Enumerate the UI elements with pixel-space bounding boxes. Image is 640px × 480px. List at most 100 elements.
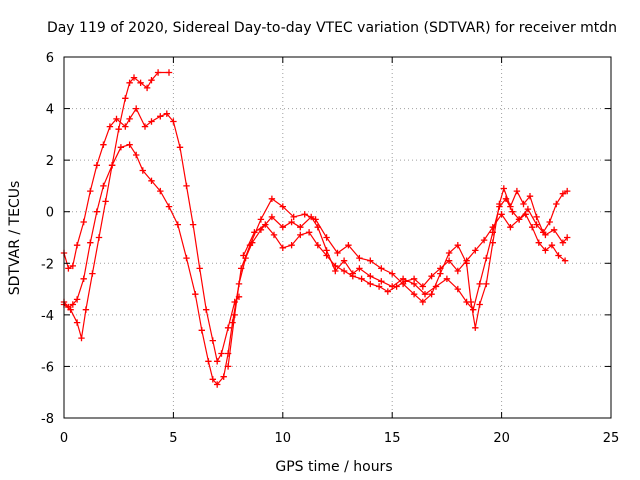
data-point-marker [533, 221, 540, 228]
data-point-marker [279, 244, 286, 251]
data-point-marker [489, 224, 496, 231]
data-point-marker [367, 257, 374, 264]
data-point-marker [113, 115, 120, 123]
data-point-marker [334, 249, 341, 257]
data-point-marker [559, 239, 567, 246]
data-point-marker [496, 200, 503, 208]
series-track-3 [60, 141, 569, 388]
data-point-marker [205, 358, 212, 365]
data-point-marker [73, 319, 81, 326]
data-point-marker [115, 126, 122, 133]
data-point-marker [375, 283, 383, 290]
data-point-marker [314, 242, 321, 249]
data-point-marker [106, 123, 114, 130]
series-line [227, 186, 568, 367]
data-point-marker [509, 208, 516, 215]
data-point-marker [535, 239, 542, 246]
data-point-marker [133, 105, 140, 112]
data-point-marker [445, 249, 453, 257]
data-point-marker [141, 123, 149, 130]
x-tick-label: 0 [60, 431, 68, 446]
data-point-marker [133, 151, 140, 159]
y-tick-label: -4 [41, 309, 54, 324]
data-point-marker [80, 218, 87, 226]
data-point-marker [454, 267, 461, 275]
data-point-marker [122, 95, 129, 102]
data-point-marker [483, 280, 490, 288]
series-track-4 [224, 185, 571, 370]
data-point-marker [95, 234, 103, 241]
chart-title: Day 119 of 2020, Sidereal Day-to-day VTE… [47, 20, 617, 36]
series-line [63, 107, 240, 364]
data-point-marker [513, 187, 521, 195]
data-point-marker [262, 221, 269, 228]
data-point-marker [157, 187, 164, 195]
data-point-marker [445, 257, 453, 264]
data-point-marker [268, 213, 276, 221]
data-point-marker [402, 278, 409, 285]
data-point-marker [209, 376, 216, 383]
data-point-marker [229, 319, 236, 326]
data-point-marker [546, 218, 553, 226]
data-point-marker [290, 213, 297, 221]
data-point-marker [472, 324, 479, 331]
data-point-marker [297, 231, 304, 239]
data-point-marker [345, 242, 352, 249]
data-point-marker [126, 115, 133, 123]
data-point-marker [524, 205, 532, 213]
data-point-marker [270, 231, 278, 239]
data-point-marker [65, 303, 72, 311]
data-point-marker [356, 254, 363, 262]
data-point-marker [340, 257, 348, 264]
axis-ticks: 0 5 10 15 20 25 -8 -6 -4 -2 0 2 4 6 [41, 51, 619, 446]
series-track-2 [60, 105, 243, 365]
data-point-marker [526, 193, 534, 200]
data-point-marker [117, 144, 125, 151]
data-point-marker [279, 203, 286, 210]
data-point-marker [367, 273, 374, 280]
data-point-marker [378, 278, 385, 285]
data-point-marker [87, 187, 94, 195]
data-point-marker [154, 69, 162, 76]
x-tick-label: 25 [603, 431, 620, 446]
data-point-marker [428, 291, 435, 298]
data-point-marker [73, 296, 81, 303]
x-tick-label: 15 [384, 431, 401, 446]
data-point-marker [183, 182, 190, 190]
data-point-marker [148, 77, 155, 84]
data-point-marker [148, 177, 155, 184]
data-point-marker [476, 301, 483, 308]
data-point-marker [507, 224, 514, 231]
data-point-marker [174, 221, 181, 228]
data-point-marker [163, 110, 170, 117]
data-point-marker [78, 334, 85, 342]
data-point-marker [203, 306, 210, 313]
data-point-marker [65, 265, 72, 272]
data-point-marker [220, 373, 227, 380]
y-tick-label: 0 [46, 206, 54, 221]
data-point-marker [553, 200, 560, 208]
data-point-marker [561, 257, 569, 264]
data-point-marker [529, 224, 536, 231]
data-point-marker [542, 247, 549, 254]
data-point-marker [214, 358, 221, 365]
data-point-marker [323, 252, 330, 259]
data-point-marker [489, 239, 496, 246]
y-tick-label: -6 [41, 360, 54, 375]
data-point-marker [564, 187, 571, 195]
series-layer [60, 69, 571, 388]
x-axis-title: GPS time / hours [275, 459, 392, 475]
data-point-marker [340, 267, 348, 275]
data-point-marker [240, 252, 247, 259]
y-axis-title: SDTVAR / TECUs [7, 181, 23, 296]
data-point-marker [297, 224, 304, 231]
data-point-marker [555, 252, 562, 259]
data-point-marker [564, 234, 571, 241]
data-point-marker [209, 337, 216, 344]
y-tick-label: 4 [46, 103, 54, 118]
data-point-marker [378, 265, 385, 272]
data-point-marker [170, 118, 177, 125]
data-point-marker [312, 216, 319, 223]
data-point-marker [419, 283, 426, 290]
data-point-marker [349, 273, 356, 280]
